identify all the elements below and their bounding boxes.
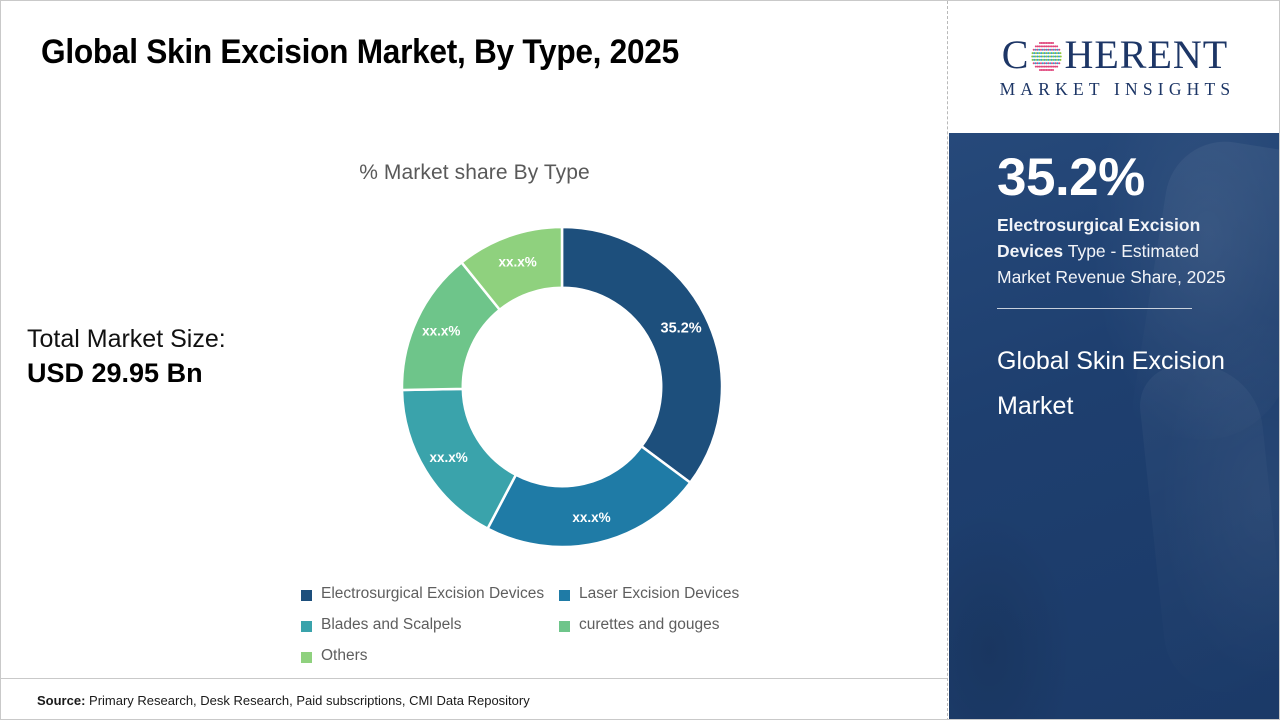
legend-swatch-icon (301, 620, 312, 632)
legend-label: Electrosurgical Excision Devices (321, 585, 545, 602)
legend-item-others[interactable]: Others (301, 647, 559, 665)
legend-item-laser-excision-devices[interactable]: Laser Excision Devices (559, 585, 817, 603)
highlight-divider (997, 307, 1192, 309)
highlight-panel: 35.2% Electrosurgical Excision Devices T… (949, 133, 1279, 719)
chart-panel: Global Skin Excision Market, By Type, 20… (1, 1, 948, 719)
donut-slice-label: 35.2% (661, 320, 702, 336)
donut-slice-group (400, 225, 724, 549)
logo-subtitle: MARKET INSIGHTS (999, 78, 1236, 99)
legend-item-electrosurgical-excision-devices[interactable]: Electrosurgical Excision Devices (301, 585, 559, 603)
highlight-content: 35.2% Electrosurgical Excision Devices T… (997, 133, 1255, 429)
donut-slice[interactable] (560, 225, 724, 485)
panel-divider (947, 1, 948, 719)
donut-chart-svg: 35.2% xx.x% xx.x% xx.x% xx.x% (400, 225, 724, 549)
donut-slice-label: xx.x% (422, 324, 460, 339)
legend-label: Blades and Scalpels (321, 616, 462, 633)
legend-label: Others (321, 647, 368, 664)
total-market-size-block: Total Market Size: USD 29.95 Bn (27, 323, 226, 391)
page-title: Global Skin Excision Market, By Type, 20… (41, 33, 679, 71)
chart-subtitle: % Market share By Type (359, 161, 590, 184)
highlight-stat: 35.2% (997, 148, 1145, 207)
donut-chart: 35.2% xx.x% xx.x% xx.x% xx.x% (396, 221, 728, 553)
hero-background (949, 133, 1279, 719)
legend-row: Blades and Scalpels curettes and gouges (301, 616, 821, 647)
footer-divider (1, 678, 948, 679)
legend-label: Laser Excision Devices (579, 585, 740, 602)
donut-slice[interactable] (459, 225, 564, 312)
highlight-market-name: Global Skin Excision Market (997, 346, 1225, 420)
brand-panel: C HERENT MARKET INSIGHTS 35.2% Electrosu… (949, 1, 1279, 719)
highlight-description-bold: Electrosurgical Excision Devices (997, 214, 1201, 261)
source-text: Primary Research, Desk Research, Paid su… (85, 693, 530, 708)
legend-swatch-icon (559, 620, 570, 632)
donut-slice-label: xx.x% (499, 254, 537, 269)
globe-dots-icon (1031, 41, 1063, 72)
donut-slice-label: xx.x% (429, 450, 467, 465)
legend-row: Electrosurgical Excision Devices Laser E… (301, 585, 821, 616)
highlight-description-rest: Type - Estimated Market Revenue Share, 2… (997, 240, 1226, 287)
logo[interactable]: C HERENT MARKET INSIGHTS (949, 1, 1279, 133)
legend-row: Others (301, 647, 821, 678)
legend-item-blades-and-scalpels[interactable]: Blades and Scalpels (301, 616, 559, 634)
legend-item-curettes-and-gouges[interactable]: curettes and gouges (559, 616, 817, 634)
legend-swatch-icon (559, 589, 570, 601)
legend-swatch-icon (301, 651, 312, 663)
logo-letter-c: C (1001, 31, 1030, 77)
highlight-description: Electrosurgical Excision Devices Type - … (997, 212, 1255, 290)
source-label: Source: (37, 693, 86, 708)
logo-letters-herent: HERENT (1064, 31, 1229, 77)
logo-wordmark: C HERENT (1001, 31, 1229, 77)
donut-data-labels: 35.2% xx.x% xx.x% xx.x% xx.x% (422, 254, 702, 525)
total-market-size-value: USD 29.95 Bn (27, 358, 203, 388)
total-market-size-label: Total Market Size: (27, 325, 226, 353)
chart-legend: Electrosurgical Excision Devices Laser E… (301, 585, 821, 678)
donut-slice-label: xx.x% (572, 510, 610, 525)
legend-swatch-icon (301, 589, 312, 601)
donut-slice[interactable] (485, 444, 693, 549)
source-note: Source: Primary Research, Desk Research,… (37, 693, 530, 708)
legend-label: curettes and gouges (579, 616, 720, 633)
